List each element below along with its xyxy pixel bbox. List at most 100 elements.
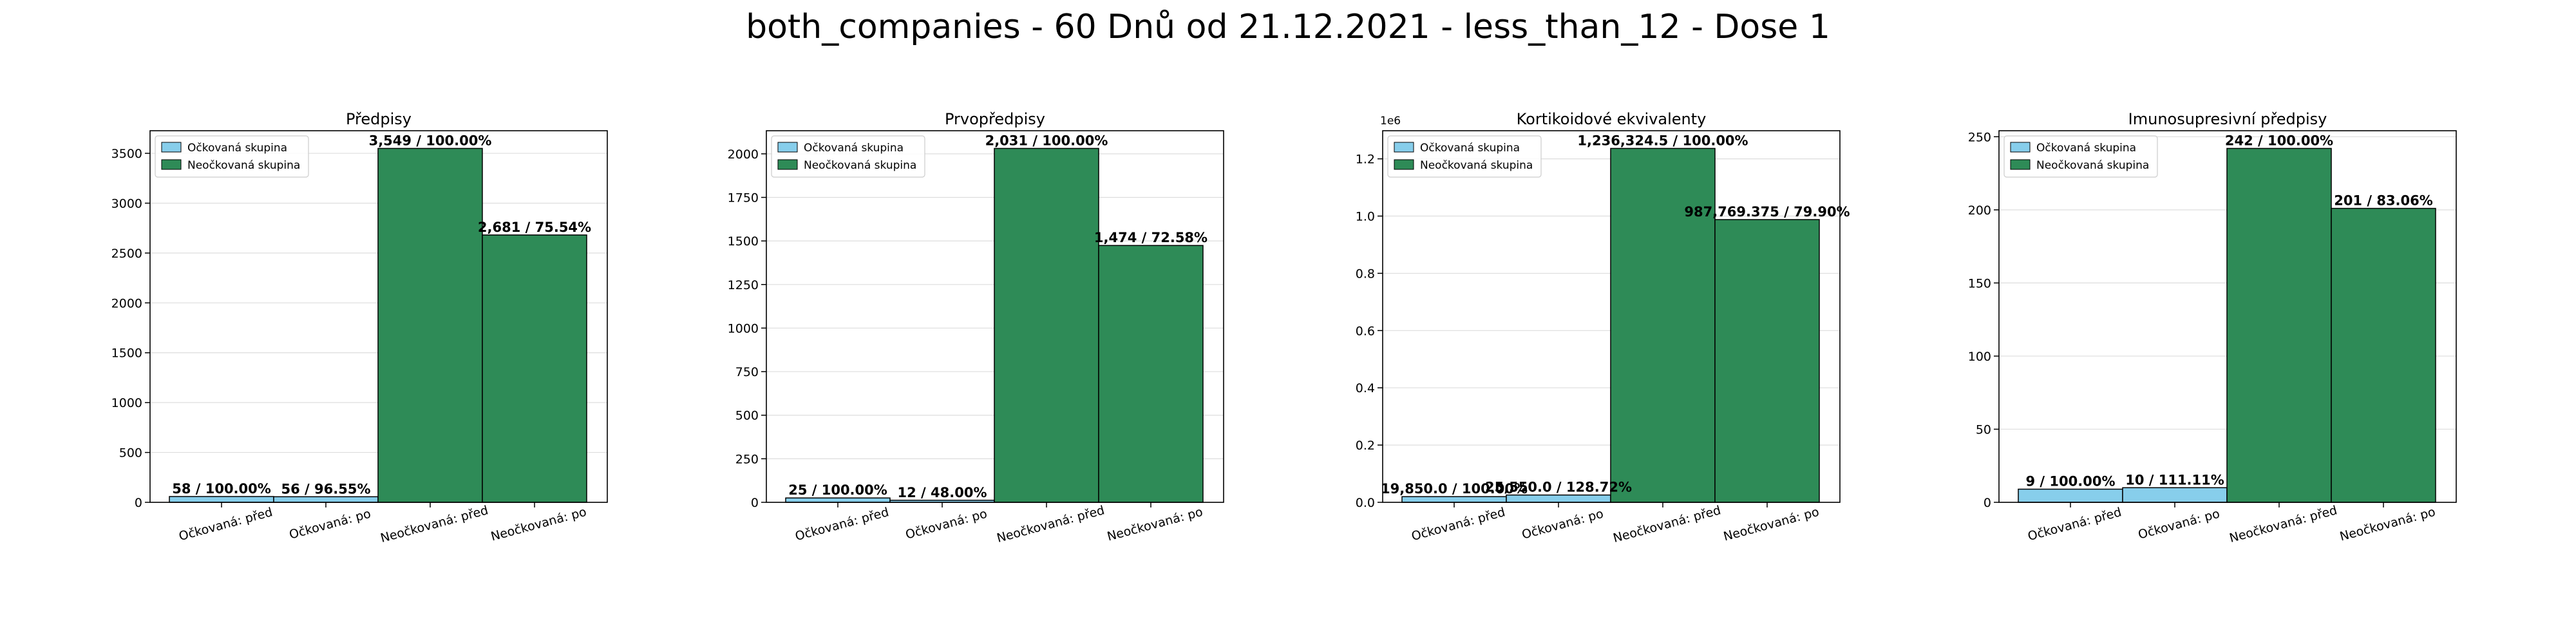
legend-label: Neočkovaná skupina — [2036, 159, 2149, 172]
bar — [2018, 488, 2123, 503]
legend: Očkovaná skupina Neočkovaná skupina — [155, 135, 309, 178]
x-tick-label: Očkovaná: po — [1520, 507, 1605, 542]
legend-swatch — [161, 142, 182, 153]
y-tick-label: 1750 — [728, 191, 759, 205]
legend-label: Očkovaná skupina — [1420, 142, 1520, 155]
legend: Očkovaná skupina Neočkovaná skupina — [2003, 135, 2158, 178]
chart-panel: 25 / 100.00% 12 / 48.00% 2,031 / 100.00% 1,… — [728, 110, 1224, 545]
y-tick-label: 0 — [751, 496, 759, 510]
x-tick-label: Neočkovaná: po — [2338, 505, 2437, 544]
legend-box — [2003, 135, 2158, 178]
y-tick-label: 250 — [1968, 130, 1991, 144]
bar — [273, 496, 379, 503]
legend: Očkovaná skupina Neočkovaná skupina — [1387, 135, 1542, 178]
y-offset-label: 1e6 — [1380, 115, 1401, 128]
bar — [2331, 207, 2436, 503]
y-tick-label: 0 — [1984, 496, 1991, 510]
legend-label: Očkovaná skupina — [187, 142, 287, 155]
y-tick-label: 1500 — [728, 234, 759, 249]
bar-value-label: 2,031 / 100.00% — [985, 133, 1108, 148]
bar — [169, 496, 274, 503]
bar-value-label: 12 / 48.00% — [898, 485, 987, 500]
legend-swatch — [2010, 142, 2031, 153]
chart-title: Imunosupresivní předpisy — [2128, 110, 2327, 128]
y-tick-label: 50 — [1976, 422, 1991, 437]
chart-panel: 9 / 100.00% 10 / 111.11% 242 / 100.00% 201 … — [1968, 110, 2457, 545]
bar — [2226, 147, 2332, 503]
bar-value-label: 58 / 100.00% — [172, 481, 271, 497]
chart-title: Předpisy — [346, 110, 412, 128]
y-tick-label: 250 — [735, 452, 759, 466]
legend-swatch — [777, 142, 798, 153]
legend-box — [155, 135, 309, 178]
bar-value-label: 56 / 96.55% — [281, 481, 371, 497]
y-tick-label: 0.4 — [1356, 381, 1375, 395]
bar-value-label: 987,769.375 / 79.90% — [1684, 204, 1850, 220]
y-tick-label: 500 — [119, 446, 142, 460]
bar-value-label: 25 / 100.00% — [788, 482, 887, 498]
y-tick-label: 3000 — [111, 196, 142, 211]
bar-value-label: 2,681 / 75.54% — [478, 220, 591, 235]
x-tick-label: Očkovaná: před — [177, 505, 274, 544]
y-tick-label: 1000 — [111, 396, 142, 410]
x-tick-label: Očkovaná: po — [288, 507, 372, 542]
legend: Očkovaná skupina Neočkovaná skupina — [771, 135, 925, 178]
y-tick-label: 0.0 — [1356, 496, 1375, 510]
bar-value-label: 1,474 / 72.58% — [1094, 230, 1208, 245]
x-tick-label: Neočkovaná: před — [995, 503, 1106, 545]
y-tick-label: 0.2 — [1356, 439, 1375, 453]
y-tick-label: 150 — [1968, 276, 1991, 290]
legend-swatch — [1394, 142, 1414, 153]
y-tick-label: 200 — [1968, 204, 1991, 218]
axes-frame — [149, 130, 608, 503]
bar — [1714, 219, 1820, 503]
legend-swatch — [2010, 159, 2031, 170]
chart-title: Kortikoidové ekvivalenty — [1517, 110, 1707, 128]
x-tick-label: Neočkovaná: po — [489, 505, 588, 544]
bar-value-label: 10 / 111.11% — [2125, 472, 2224, 488]
y-tick-label: 1500 — [111, 346, 142, 361]
axes-frame — [766, 130, 1224, 503]
bar — [1401, 496, 1507, 503]
y-tick-label: 3500 — [111, 147, 142, 161]
bar-value-label: 201 / 83.06% — [2334, 193, 2433, 209]
y-tick-label: 100 — [1968, 350, 1991, 364]
legend-label: Očkovaná skupina — [2036, 142, 2136, 155]
y-tick-label: 1.0 — [1356, 210, 1375, 224]
legend-label: Neočkovaná skupina — [1420, 159, 1533, 172]
bar — [785, 497, 891, 503]
y-tick-label: 0.6 — [1356, 324, 1375, 338]
y-tick-label: 750 — [735, 365, 759, 379]
chart-panel: 19,850.0 / 100.00%25,550.0 / 128.72% 1,23… — [1356, 110, 1850, 545]
legend-label: Neočkovaná skupina — [804, 159, 916, 172]
legend-swatch — [777, 159, 798, 170]
y-tick-label: 0.8 — [1356, 267, 1375, 281]
y-tick-label: 1000 — [728, 321, 759, 336]
legend-label: Neočkovaná skupina — [187, 159, 300, 172]
bar — [994, 147, 1099, 503]
legend-swatch — [1394, 159, 1414, 170]
x-tick-label: Očkovaná: po — [904, 507, 989, 542]
x-tick-label: Neočkovaná: před — [379, 503, 489, 545]
y-tick-label: 2000 — [728, 147, 759, 162]
bar-value-label: 25,550.0 / 128.72% — [1485, 480, 1632, 495]
bar — [1610, 147, 1716, 503]
bar-value-label: 9 / 100.00% — [2026, 474, 2116, 489]
bar — [482, 234, 587, 503]
legend-box — [771, 135, 925, 178]
y-tick-label: 2000 — [111, 296, 142, 310]
axes-frame — [1998, 130, 2457, 503]
bar — [2122, 487, 2228, 503]
y-tick-label: 1.2 — [1356, 153, 1375, 167]
x-tick-label: Očkovaná: před — [1410, 505, 1506, 544]
chart-panel: 58 / 100.00% 56 / 96.55% 3,549 / 100.00% 2,… — [111, 110, 608, 545]
axes-frame — [1382, 130, 1841, 503]
bar-value-label: 19,850.0 / 100.00% — [1381, 481, 1528, 497]
y-tick-label: 500 — [735, 409, 759, 423]
x-tick-label: Neočkovaná: před — [2228, 503, 2338, 545]
y-tick-label: 0 — [135, 496, 142, 510]
bar-value-label: 242 / 100.00% — [2225, 133, 2333, 148]
legend-swatch — [161, 159, 182, 170]
y-tick-label: 1250 — [728, 278, 759, 292]
